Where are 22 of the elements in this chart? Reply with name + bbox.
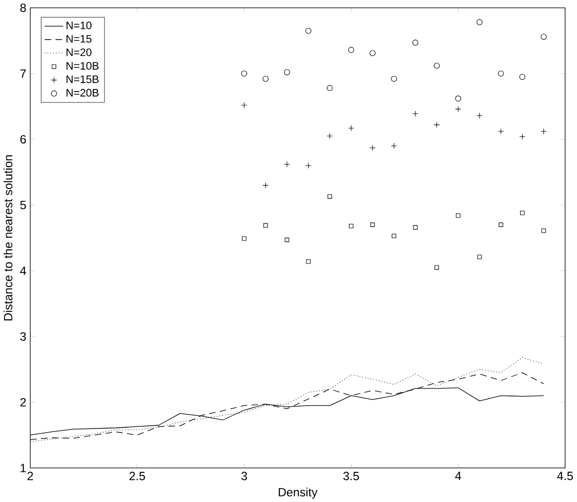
legend-label: N=15 [66,34,92,42]
x-tick-label: 2 [28,472,33,480]
x-tick-label: 3 [241,472,247,480]
legend-label: N=15B [66,75,99,83]
y-tick-label: 1 [20,464,26,472]
x-tick-label: 2.5 [130,472,145,480]
legend-label: N=10B [66,62,99,70]
x-tick-label: 4 [455,472,462,480]
legend-label: N=20 [66,48,92,56]
y-tick-label: 4 [20,266,26,275]
y-axis-title: Distance to the nearest solution [4,155,12,320]
legend-label: N=10 [66,21,92,30]
x-tick-label: 3.5 [343,472,359,480]
y-tick-label: 5 [20,200,26,209]
y-tick-label: 6 [20,134,26,144]
x-axis-title: Density [278,487,318,499]
y-tick-label: 7 [20,69,26,78]
legend-label: N=20B [66,88,99,96]
y-tick-label: 8 [20,3,26,12]
y-tick-label: 2 [20,398,26,406]
y-tick-label: 3 [20,332,26,341]
x-tick-label: 4.5 [557,472,573,480]
